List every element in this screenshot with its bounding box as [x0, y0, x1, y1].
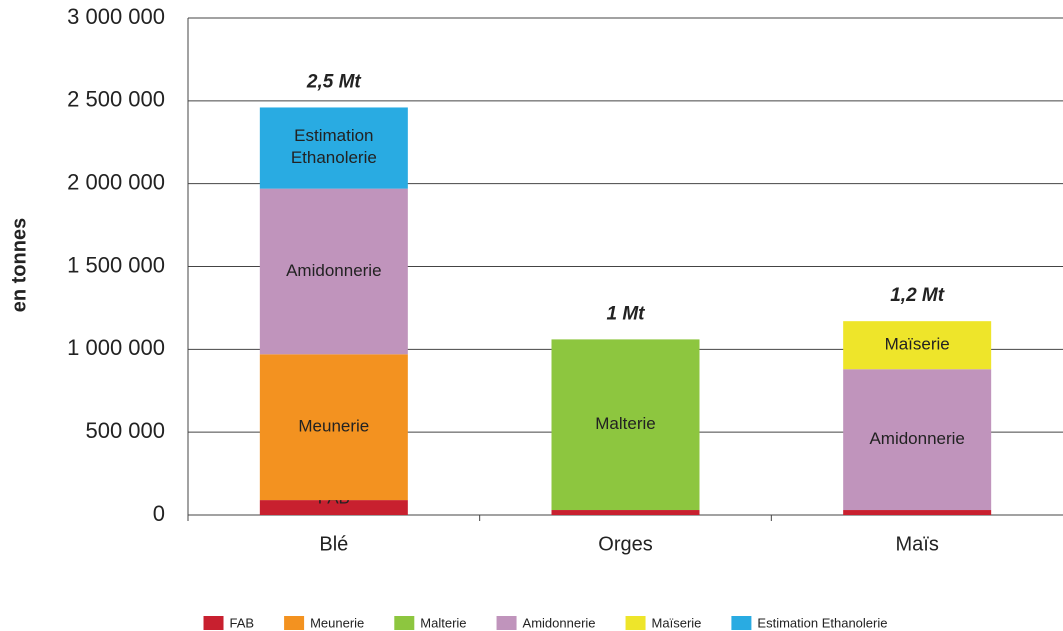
legend-swatch — [394, 616, 415, 630]
bar-segment — [843, 510, 992, 515]
y-tick-label: 1 500 000 — [67, 252, 165, 277]
total-label: 2,5 Mt — [306, 71, 362, 92]
legend-swatch — [625, 616, 646, 630]
y-tick-label: 3 000 000 — [67, 4, 165, 29]
bar-segment — [259, 500, 408, 515]
legend-swatch — [496, 616, 517, 630]
bar-segment — [843, 321, 992, 370]
bar-segment — [259, 354, 408, 501]
bar-segment — [259, 188, 408, 355]
legend-label: Meunerie — [310, 615, 364, 630]
total-label: 1,2 Mt — [890, 285, 945, 306]
segment-label: Maïserie — [885, 335, 950, 354]
segment-label: Amidonnerie — [286, 261, 381, 280]
bar-segment — [843, 369, 992, 511]
bar-segment — [551, 339, 700, 511]
segment-label: Meunerie — [298, 417, 369, 436]
y-tick-label: 2 000 000 — [67, 169, 165, 194]
bar-segment — [259, 107, 408, 189]
legend-label: Estimation Ethanolerie — [757, 615, 887, 630]
legend-label: FAB — [230, 615, 255, 630]
y-tick-label: 2 500 000 — [67, 87, 165, 112]
bar-segment — [551, 510, 700, 515]
x-tick-label: Orges — [598, 533, 652, 555]
legend-swatch — [731, 616, 752, 630]
y-axis-label: en tonnes — [8, 218, 30, 312]
y-tick-label: 1 000 000 — [67, 335, 165, 360]
legend-label: Maïserie — [652, 615, 702, 630]
x-tick-label: Maïs — [895, 533, 938, 555]
legend-swatch — [284, 616, 305, 630]
y-tick-label: 500 000 — [85, 418, 165, 443]
segment-label: Estimation Ethanolerie — [291, 127, 377, 168]
legend-label: Amidonnerie — [523, 615, 596, 630]
segment-label: Amidonnerie — [869, 429, 964, 448]
legend-swatch — [203, 616, 224, 630]
x-tick-label: Blé — [319, 533, 348, 555]
total-label: 1 Mt — [607, 303, 646, 324]
legend-label: Malterie — [420, 615, 466, 630]
legend: FAB Meunerie Malterie Amidonnerie Maïserie Es… — [203, 615, 887, 630]
y-tick-label: 0 — [153, 501, 165, 526]
segment-label: Malterie — [595, 414, 655, 433]
